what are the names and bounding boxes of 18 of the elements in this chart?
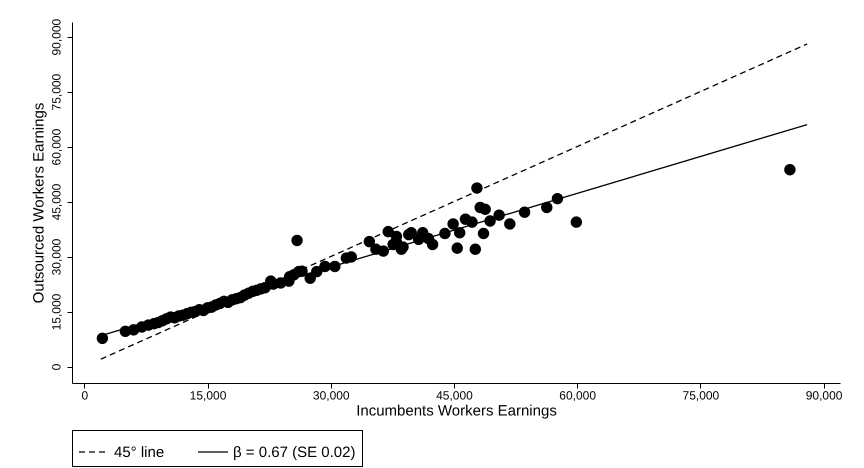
y-tick-label: 90,000 <box>50 18 64 56</box>
x-tick-label: 75,000 <box>682 388 720 402</box>
y-tick-label: 60,000 <box>50 128 64 166</box>
x-tick-label: 90,000 <box>806 388 843 402</box>
x-tick-label: 30,000 <box>312 388 350 402</box>
legend-label: 45° line <box>114 444 164 461</box>
x-tick-label: 15,000 <box>190 388 227 402</box>
y-tick-label: 30,000 <box>50 238 64 276</box>
y-axis-title: Outsourced Workers Earnings <box>30 102 48 304</box>
y-tick-label: 75,000 <box>50 73 64 110</box>
y-tick-label: 45,000 <box>50 183 64 220</box>
x-tick-label: 0 <box>81 388 88 402</box>
x-tick-label: 45,000 <box>436 388 474 402</box>
x-axis-title: Incumbents Workers Earnings <box>356 402 557 420</box>
y-tick-label: 0 <box>50 363 64 370</box>
y-tick-label: 15,000 <box>50 293 64 330</box>
x-tick-label: 60,000 <box>559 388 596 402</box>
legend-label: β = 0.67 (SE 0.02) <box>233 444 356 461</box>
